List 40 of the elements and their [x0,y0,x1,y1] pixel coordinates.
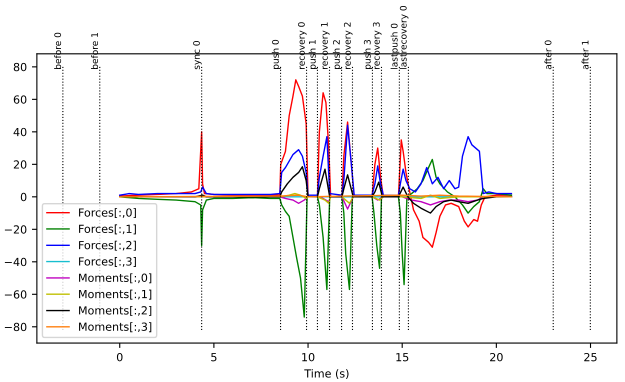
ref-line-label: sync 0 [193,41,202,70]
x-tick-label: 25 [584,352,597,362]
ref-line-label: push 2 [332,40,342,69]
ref-line-label: lastpush 0 [390,24,400,69]
y-tick-label: 0 [20,192,26,202]
ref-line-label: lastrecovery 0 [400,6,408,69]
x-tick-label: 10 [302,352,314,362]
x-tick-label: 5 [211,353,216,362]
y-tick-label: 80 [14,62,26,72]
y-tick-label: 20 [14,160,26,169]
x-tick-label: 20 [490,352,503,362]
legend-label: Forces[:,0] [79,208,136,218]
legend-label: Moments[:,0] [79,273,152,284]
line-series [119,124,512,196]
y-tick-label: 60 [14,95,26,104]
ref-line-label: push 0 [272,40,281,69]
ref-line-label: after 0 [544,40,552,70]
ref-line-label: after 1 [582,40,589,70]
legend-label: Moments[:,1] [79,290,152,300]
legend-label: Moments[:,2] [79,306,152,316]
ref-line-label: recovery 2 [344,22,352,69]
y-tick-label: −20 [4,225,26,234]
ref-line-label: push 3 [364,40,372,69]
y-tick-label: −60 [4,290,26,299]
x-axis-title: Time (s) [304,369,349,379]
x-tick-label: 15 [396,353,408,362]
x-tick-label: 0 [116,352,123,362]
ref-line-label: push 1 [308,40,318,69]
legend-label: Moments[:,3] [79,322,152,332]
legend-label: Forces[:,3] [79,257,136,267]
ref-line-label: recovery 1 [321,22,330,69]
y-tick-label: −40 [4,258,26,266]
ref-line-label: before 0 [54,32,62,69]
ref-line-label: recovery 0 [298,22,307,69]
ref-line-label: before 1 [91,32,98,69]
y-tick-label: −80 [4,322,26,332]
y-tick-label: 40 [14,128,26,136]
ref-line-label: recovery 3 [372,22,382,69]
legend-label: Forces[:,2] [79,240,136,251]
legend-label: Forces[:,1] [79,224,136,234]
